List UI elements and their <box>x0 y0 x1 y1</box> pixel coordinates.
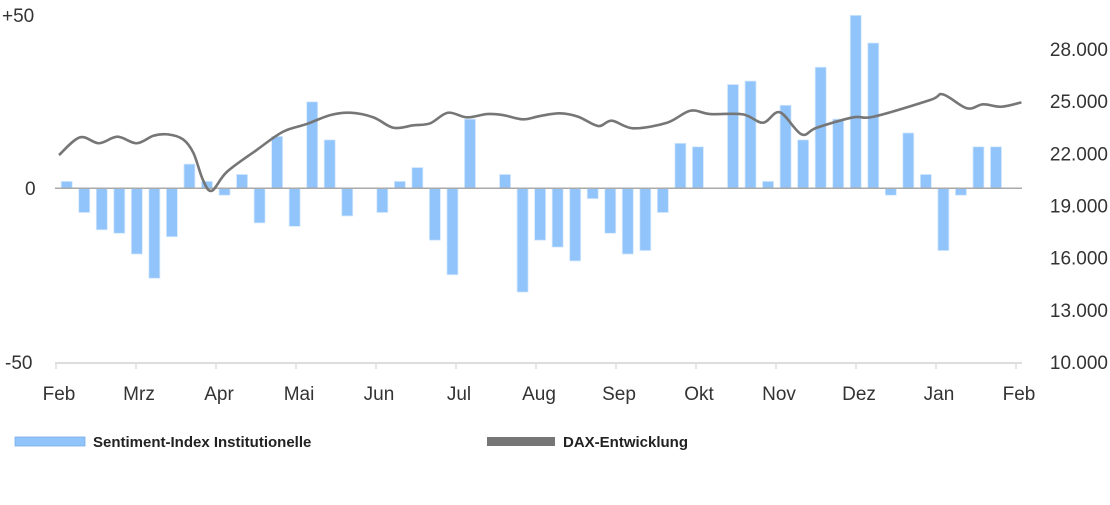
x-tick-label: Jul <box>447 384 471 405</box>
x-tick-label: Sep <box>602 384 636 405</box>
legend: Sentiment-Index Institutionelle DAX-Entw… <box>14 434 688 451</box>
sentiment-bar <box>113 187 126 234</box>
sentiment-bar <box>306 101 319 189</box>
legend-swatch-dax <box>487 437 555 446</box>
x-tick-label: Mrz <box>123 384 155 405</box>
bar-series-sentiment <box>60 14 1002 293</box>
sentiment-bar <box>183 163 196 189</box>
x-tick-label: Okt <box>684 384 714 405</box>
x-tick-label: Nov <box>762 384 796 405</box>
sentiment-bar <box>499 174 511 189</box>
x-tick-label: Apr <box>204 384 234 405</box>
left-axis-label: -50 <box>5 353 32 374</box>
sentiment-bar <box>534 187 547 241</box>
x-tick-label: Jan <box>924 384 955 405</box>
sentiment-bar <box>727 84 739 189</box>
sentiment-bar <box>692 146 704 189</box>
sentiment-bar <box>429 187 441 241</box>
x-tick-label: Dez <box>842 384 876 405</box>
sentiment-bar <box>323 139 336 189</box>
x-tick-label: Feb <box>1003 384 1036 405</box>
right-axis-label: 10.000 <box>1050 353 1108 374</box>
sentiment-bar <box>884 187 897 196</box>
right-axis-labels: 28.000 25.000 22.000 19.000 16.000 13.000 10.0… <box>1050 40 1108 374</box>
sentiment-bar <box>902 132 915 189</box>
sentiment-bar <box>271 135 284 189</box>
sentiment-bar <box>569 187 582 262</box>
sentiment-bar <box>288 187 301 227</box>
sentiment-bar <box>464 118 476 189</box>
sentiment-bar <box>411 167 424 189</box>
sentiment-bar <box>236 174 248 189</box>
legend-swatch-sentiment <box>14 436 86 447</box>
sentiment-bar <box>955 187 967 196</box>
sentiment-bar <box>990 146 1002 189</box>
sentiment-bar <box>218 187 231 196</box>
sentiment-bar <box>674 142 687 189</box>
sentiment-bar <box>130 187 143 255</box>
x-tick-label: Jun <box>364 384 395 405</box>
left-axis-label: +50 <box>2 6 34 27</box>
legend-label-sentiment: Sentiment-Index Institutionelle <box>93 434 311 451</box>
sentiment-bar <box>166 187 178 238</box>
sentiment-bar <box>744 80 757 189</box>
sentiment-bar <box>78 187 91 213</box>
sentiment-bar <box>148 187 161 279</box>
sentiment-bar <box>972 146 985 189</box>
right-axis-label: 19.000 <box>1050 197 1108 218</box>
sentiment-bar <box>919 174 932 189</box>
sentiment-bar <box>551 187 564 248</box>
sentiment-bar <box>586 187 599 200</box>
right-axis-label: 25.000 <box>1050 92 1108 113</box>
sentiment-bar <box>937 187 950 251</box>
right-axis-label: 13.000 <box>1050 301 1108 322</box>
legend-label-dax: DAX-Entwicklung <box>563 434 688 451</box>
right-axis-label: 16.000 <box>1050 249 1108 270</box>
sentiment-bar <box>797 139 810 189</box>
sentiment-bar <box>393 180 406 189</box>
left-axis-labels: +50 0 -50 <box>2 6 36 374</box>
sentiment-bar <box>639 187 652 251</box>
sentiment-bar <box>446 187 459 276</box>
right-axis-label: 22.000 <box>1050 144 1108 165</box>
x-tick-label: Mai <box>284 384 315 405</box>
line-series-dax <box>58 92 1022 193</box>
sentiment-bar <box>762 180 774 189</box>
sentiment-bar <box>95 187 108 231</box>
x-tick-label: Aug <box>522 384 556 405</box>
sentiment-bar <box>253 187 266 224</box>
sentiment-bar <box>60 180 73 189</box>
sentiment-bar <box>849 14 862 189</box>
left-axis-label: 0 <box>25 179 36 200</box>
sentiment-bar <box>604 187 617 234</box>
sentiment-bar <box>341 187 354 217</box>
sentiment-bar <box>376 187 389 213</box>
sentiment-bar <box>621 187 634 255</box>
x-tick-label: Feb <box>43 384 76 405</box>
sentiment-bar <box>832 118 845 189</box>
x-ticks: Feb Mrz Apr Mai Jun Jul Aug Sep Okt Nov Dez Jan Feb <box>43 363 1036 405</box>
sentiment-bar <box>516 187 529 293</box>
sentiment-bar <box>656 187 669 213</box>
right-axis-label: 28.000 <box>1050 40 1108 61</box>
